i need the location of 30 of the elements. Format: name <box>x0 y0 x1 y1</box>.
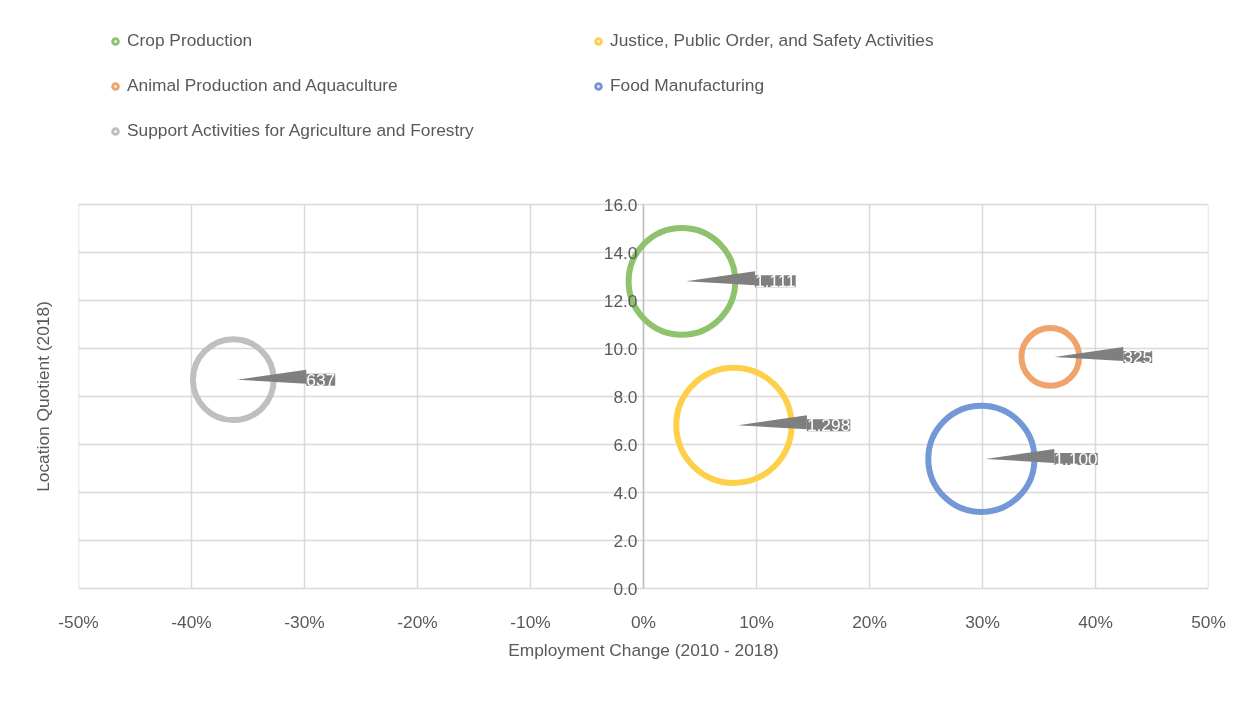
x-axis-title: Employment Change (2010 - 2018) <box>508 639 779 660</box>
legend-label: Support Activities for Agriculture and Forestry <box>127 120 475 141</box>
data-label: 637 <box>306 369 336 390</box>
data-label: 1,100 <box>1054 448 1098 469</box>
x-tick-label: 10% <box>739 611 774 632</box>
x-tick-label: 20% <box>852 611 887 632</box>
y-axis-title: Location Quotient (2018) <box>32 301 53 492</box>
y-tick-label: 16.0 <box>603 194 638 215</box>
x-tick-label: -50% <box>58 611 99 632</box>
legend-label: Crop Production <box>127 30 254 51</box>
y-tick-label: 8.0 <box>613 386 638 407</box>
x-tick-label: -40% <box>171 611 212 632</box>
y-tick-label: 2.0 <box>613 530 638 551</box>
y-tick-label: 0.0 <box>613 578 638 599</box>
x-tick-label: 0% <box>630 611 657 632</box>
x-tick-label: -30% <box>284 611 325 632</box>
y-tick-label: 4.0 <box>613 482 638 503</box>
data-label: 1,298 <box>806 415 851 436</box>
x-tick-label: 50% <box>1191 611 1226 632</box>
x-tick-label: 40% <box>1078 611 1113 632</box>
legend-label: Food Manufacturing <box>610 75 766 96</box>
legend-label: Justice, Public Order, and Safety Activities <box>610 30 935 51</box>
data-label: 325 <box>1123 346 1153 367</box>
x-tick-label: -10% <box>510 611 551 632</box>
data-label: 1,111 <box>754 271 796 292</box>
x-tick-label: -20% <box>397 611 438 632</box>
y-tick-label: 6.0 <box>613 434 638 455</box>
legend-label: Animal Production and Aquaculture <box>127 75 399 96</box>
y-tick-label: 10.0 <box>603 338 638 359</box>
x-tick-label: 30% <box>965 611 1000 632</box>
